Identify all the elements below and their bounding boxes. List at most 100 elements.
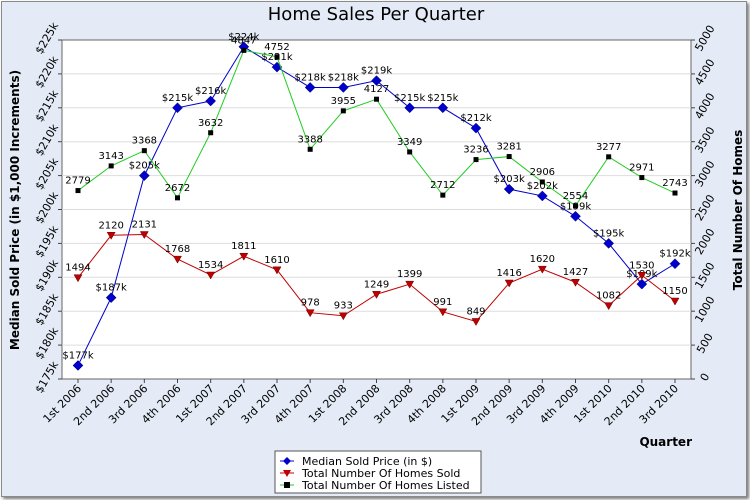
data-label: 849 (466, 306, 485, 317)
price-point (304, 82, 316, 93)
listed-point (307, 146, 313, 152)
data-label: 2554 (563, 191, 588, 202)
listed-point (440, 192, 446, 198)
sold-point (305, 309, 315, 318)
data-label: $219k (361, 66, 392, 77)
data-label: $195k (593, 228, 624, 239)
right-tick-label: 4000 (692, 91, 717, 122)
data-label: 1082 (596, 291, 621, 302)
sold-point (106, 232, 116, 240)
data-label: $216k (195, 86, 226, 97)
data-label: 991 (433, 297, 452, 308)
data-label: 1399 (397, 269, 422, 280)
price-point (105, 292, 117, 303)
listed-point (639, 175, 645, 181)
data-label: 3955 (331, 96, 356, 107)
listed-point (108, 163, 114, 169)
legend-marker (284, 482, 290, 488)
sold-point (637, 272, 647, 280)
data-label: 2779 (65, 176, 90, 187)
data-label: $203k (494, 174, 525, 185)
left-tick-label: $225k (33, 20, 62, 57)
data-label: 2120 (98, 220, 123, 231)
data-label: 2712 (430, 180, 455, 191)
listed-point (573, 203, 578, 209)
left-tick-label: $210k (33, 121, 62, 158)
price-point (138, 170, 150, 181)
right-tick-label: 5000 (692, 23, 717, 54)
left-tick-label: $185k (33, 291, 62, 328)
chart-title: Home Sales Per Quarter (268, 4, 485, 25)
price-point (337, 82, 349, 93)
sold-point (571, 278, 580, 287)
right-tick-label: 2500 (692, 192, 717, 223)
sold-point (206, 271, 216, 280)
sold-point (438, 308, 448, 317)
data-label: 2906 (530, 167, 555, 178)
left-tick-label: $200k (33, 189, 62, 226)
sold-point (239, 252, 249, 261)
price-point (404, 102, 416, 114)
sold-point (173, 255, 182, 264)
data-label: $218k (328, 72, 359, 83)
legend-marker (283, 457, 291, 465)
x-axis-title: Quarter (639, 435, 692, 449)
data-label: 2672 (165, 183, 190, 194)
data-label: 2131 (132, 220, 157, 231)
right-tick-label: 2000 (692, 226, 717, 257)
left-axis-title: Median Sold Price (in $1,000 Increments) (8, 70, 22, 350)
sold-point (139, 231, 149, 240)
data-label: 1249 (364, 279, 389, 290)
data-label: 4752 (264, 42, 289, 53)
listed-point (340, 108, 346, 114)
left-axis-ticks: $175k$180k$185k$190k$195k$200k$205k$210k… (33, 20, 62, 395)
data-label: $224k (228, 32, 259, 43)
price-point (470, 122, 482, 134)
data-label: 3277 (596, 142, 621, 153)
sold-point (670, 297, 680, 306)
data-label: $192k (659, 249, 690, 260)
data-label: 3349 (397, 137, 422, 148)
right-tick-label: 3500 (692, 125, 717, 156)
right-tick-label: 4500 (692, 57, 717, 88)
data-label: 2971 (629, 163, 654, 174)
left-tick-label: $190k (33, 257, 62, 294)
listed-point (473, 157, 479, 163)
data-label: $215k (427, 93, 458, 104)
price-point (72, 360, 84, 371)
sold-point (372, 291, 381, 299)
sold-point (338, 312, 348, 321)
data-label: 2743 (662, 178, 687, 189)
price-point (536, 190, 548, 202)
left-tick-label: $195k (33, 223, 62, 260)
left-tick-label: $180k (33, 325, 62, 362)
data-label: $202k (527, 181, 558, 192)
sold-point (604, 302, 614, 311)
data-label: 1610 (264, 255, 289, 266)
sold-point (504, 279, 514, 288)
data-label: 4847 (231, 35, 256, 46)
data-label: 1150 (662, 286, 687, 297)
listed-point (141, 148, 147, 154)
data-label: $177k (62, 350, 93, 361)
data-label: 3388 (297, 134, 322, 145)
legend-label: Total Number Of Homes Listed (301, 479, 470, 492)
data-label: 1416 (496, 268, 521, 279)
data-label: 3632 (198, 118, 223, 129)
data-label: 1768 (165, 244, 190, 255)
data-label: $215k (394, 93, 425, 104)
data-label: $215k (162, 93, 193, 104)
left-tick-label: $220k (33, 53, 62, 90)
price-point (172, 102, 183, 114)
data-label: 1620 (530, 254, 555, 265)
data-label: $187k (96, 283, 127, 294)
data-label: 1534 (198, 260, 223, 271)
listed-point (672, 190, 678, 196)
legend-box (274, 450, 482, 494)
data-label: 1427 (563, 267, 588, 278)
sold-point (471, 318, 481, 326)
listed-point (407, 149, 413, 155)
